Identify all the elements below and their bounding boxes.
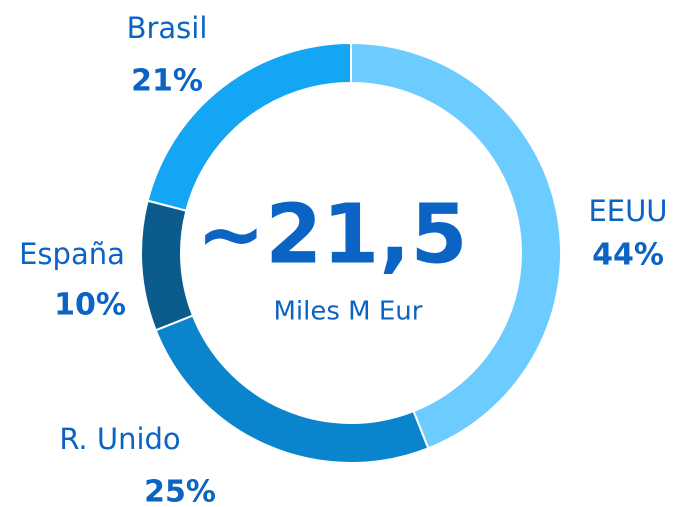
value-label: 25% xyxy=(144,475,216,507)
donut-segment xyxy=(140,199,195,332)
category-label: R. Unido xyxy=(59,422,180,456)
value-label: 10% xyxy=(54,288,126,323)
category-label: EEUU xyxy=(588,194,667,228)
donut-segment xyxy=(154,314,430,464)
value-label: 21% xyxy=(131,64,203,99)
center-label: ~21,5 xyxy=(196,187,467,282)
category-label: Brasil xyxy=(127,11,208,45)
value-label: 44% xyxy=(592,238,664,273)
donut-segment xyxy=(350,41,562,450)
category-label: España xyxy=(19,237,125,271)
center-sublabel: Miles M Eur xyxy=(274,297,423,327)
